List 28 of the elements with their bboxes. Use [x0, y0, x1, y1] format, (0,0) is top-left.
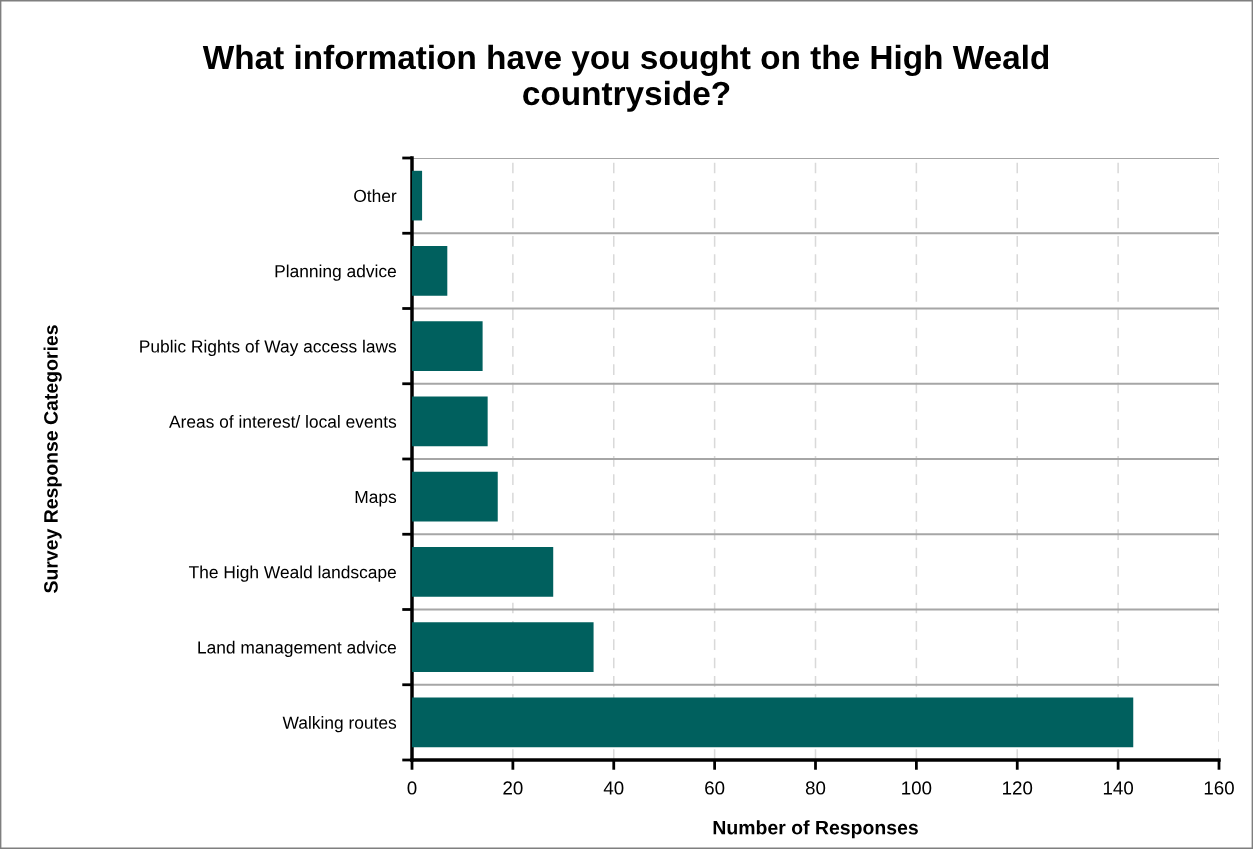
y-tick-label: Walking routes [282, 716, 397, 733]
x-tick-label: 140 [1103, 781, 1134, 795]
x-tick-label: 120 [1003, 781, 1033, 795]
bar [412, 471, 498, 522]
x-axis-title: Number of Responses [713, 820, 918, 839]
x-tick-label: 80 [805, 781, 826, 795]
x-tick-label: 60 [705, 781, 725, 795]
bar [412, 396, 488, 447]
bar [412, 321, 483, 371]
x-tick-label: 100 [902, 781, 932, 795]
bar [412, 246, 448, 296]
y-tick-label: Public Rights of Way access laws [140, 339, 397, 357]
x-tick-label: 20 [503, 781, 523, 795]
y-tick-label: The High Weald landscape [188, 565, 396, 582]
y-tick-label: Areas of interest/ local events [169, 415, 397, 428]
chart-title: What information have you sought on the High Weald countryside? [202, 44, 1049, 112]
x-tick-label: 0 [407, 781, 417, 795]
bar [412, 697, 1134, 748]
y-tick-label: Planning advice [275, 264, 396, 281]
y-tick-label: Land management advice [198, 640, 396, 658]
x-tick-label: 160 [1204, 781, 1234, 795]
bar [412, 622, 594, 672]
bar [412, 547, 554, 597]
x-tick-label: 40 [603, 781, 624, 795]
y-tick-label: Maps [355, 490, 397, 507]
bar [412, 170, 423, 221]
y-axis-title: Survey Response Categories [43, 325, 62, 593]
y-tick-label: Other [354, 189, 397, 203]
